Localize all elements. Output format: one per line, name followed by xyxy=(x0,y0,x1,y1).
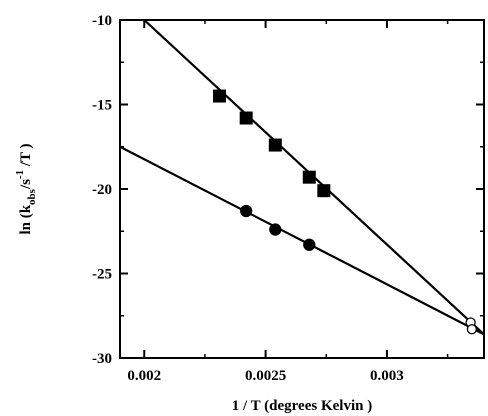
y-label-sub: obs xyxy=(26,188,38,205)
y-label-sup: -1 xyxy=(14,170,26,179)
fit-line-circle xyxy=(120,145,484,336)
data-point-circle xyxy=(269,223,282,236)
y-tick-label: -30 xyxy=(92,351,112,367)
data-point-square xyxy=(302,170,316,184)
y-tick-label: -15 xyxy=(92,98,112,114)
data-point-open-circle xyxy=(466,324,478,335)
tick-labels: -30 -25 -20 -15 -10 0.002 0.0025 0.003 xyxy=(92,13,404,384)
fit-lines xyxy=(120,20,484,336)
y-axis-label: ln (kobs/s-1 /T ) xyxy=(14,143,38,234)
data-point-square xyxy=(239,111,253,125)
y-label-suffix: /T ) xyxy=(18,143,34,169)
data-point-square xyxy=(317,184,331,198)
y-tick-label: -20 xyxy=(92,182,112,198)
x-tick-label: 0.0025 xyxy=(245,368,286,384)
y-label-prefix: ln (k xyxy=(18,204,34,234)
data-point-square xyxy=(212,89,226,103)
y-tick-label: -10 xyxy=(92,13,112,29)
data-point-square xyxy=(268,138,282,152)
x-axis-label: 1 / T (degrees Kelvin ) xyxy=(232,398,372,414)
data-point-circle xyxy=(240,204,253,218)
x-tick-label: 0.002 xyxy=(127,368,161,384)
axis-ticks xyxy=(120,19,484,359)
data-markers xyxy=(212,89,478,335)
x-tick-label: 0.003 xyxy=(370,368,404,384)
y-label-mid: /s xyxy=(18,179,34,190)
y-tick-label: -25 xyxy=(92,267,112,283)
data-point-circle xyxy=(303,238,316,251)
